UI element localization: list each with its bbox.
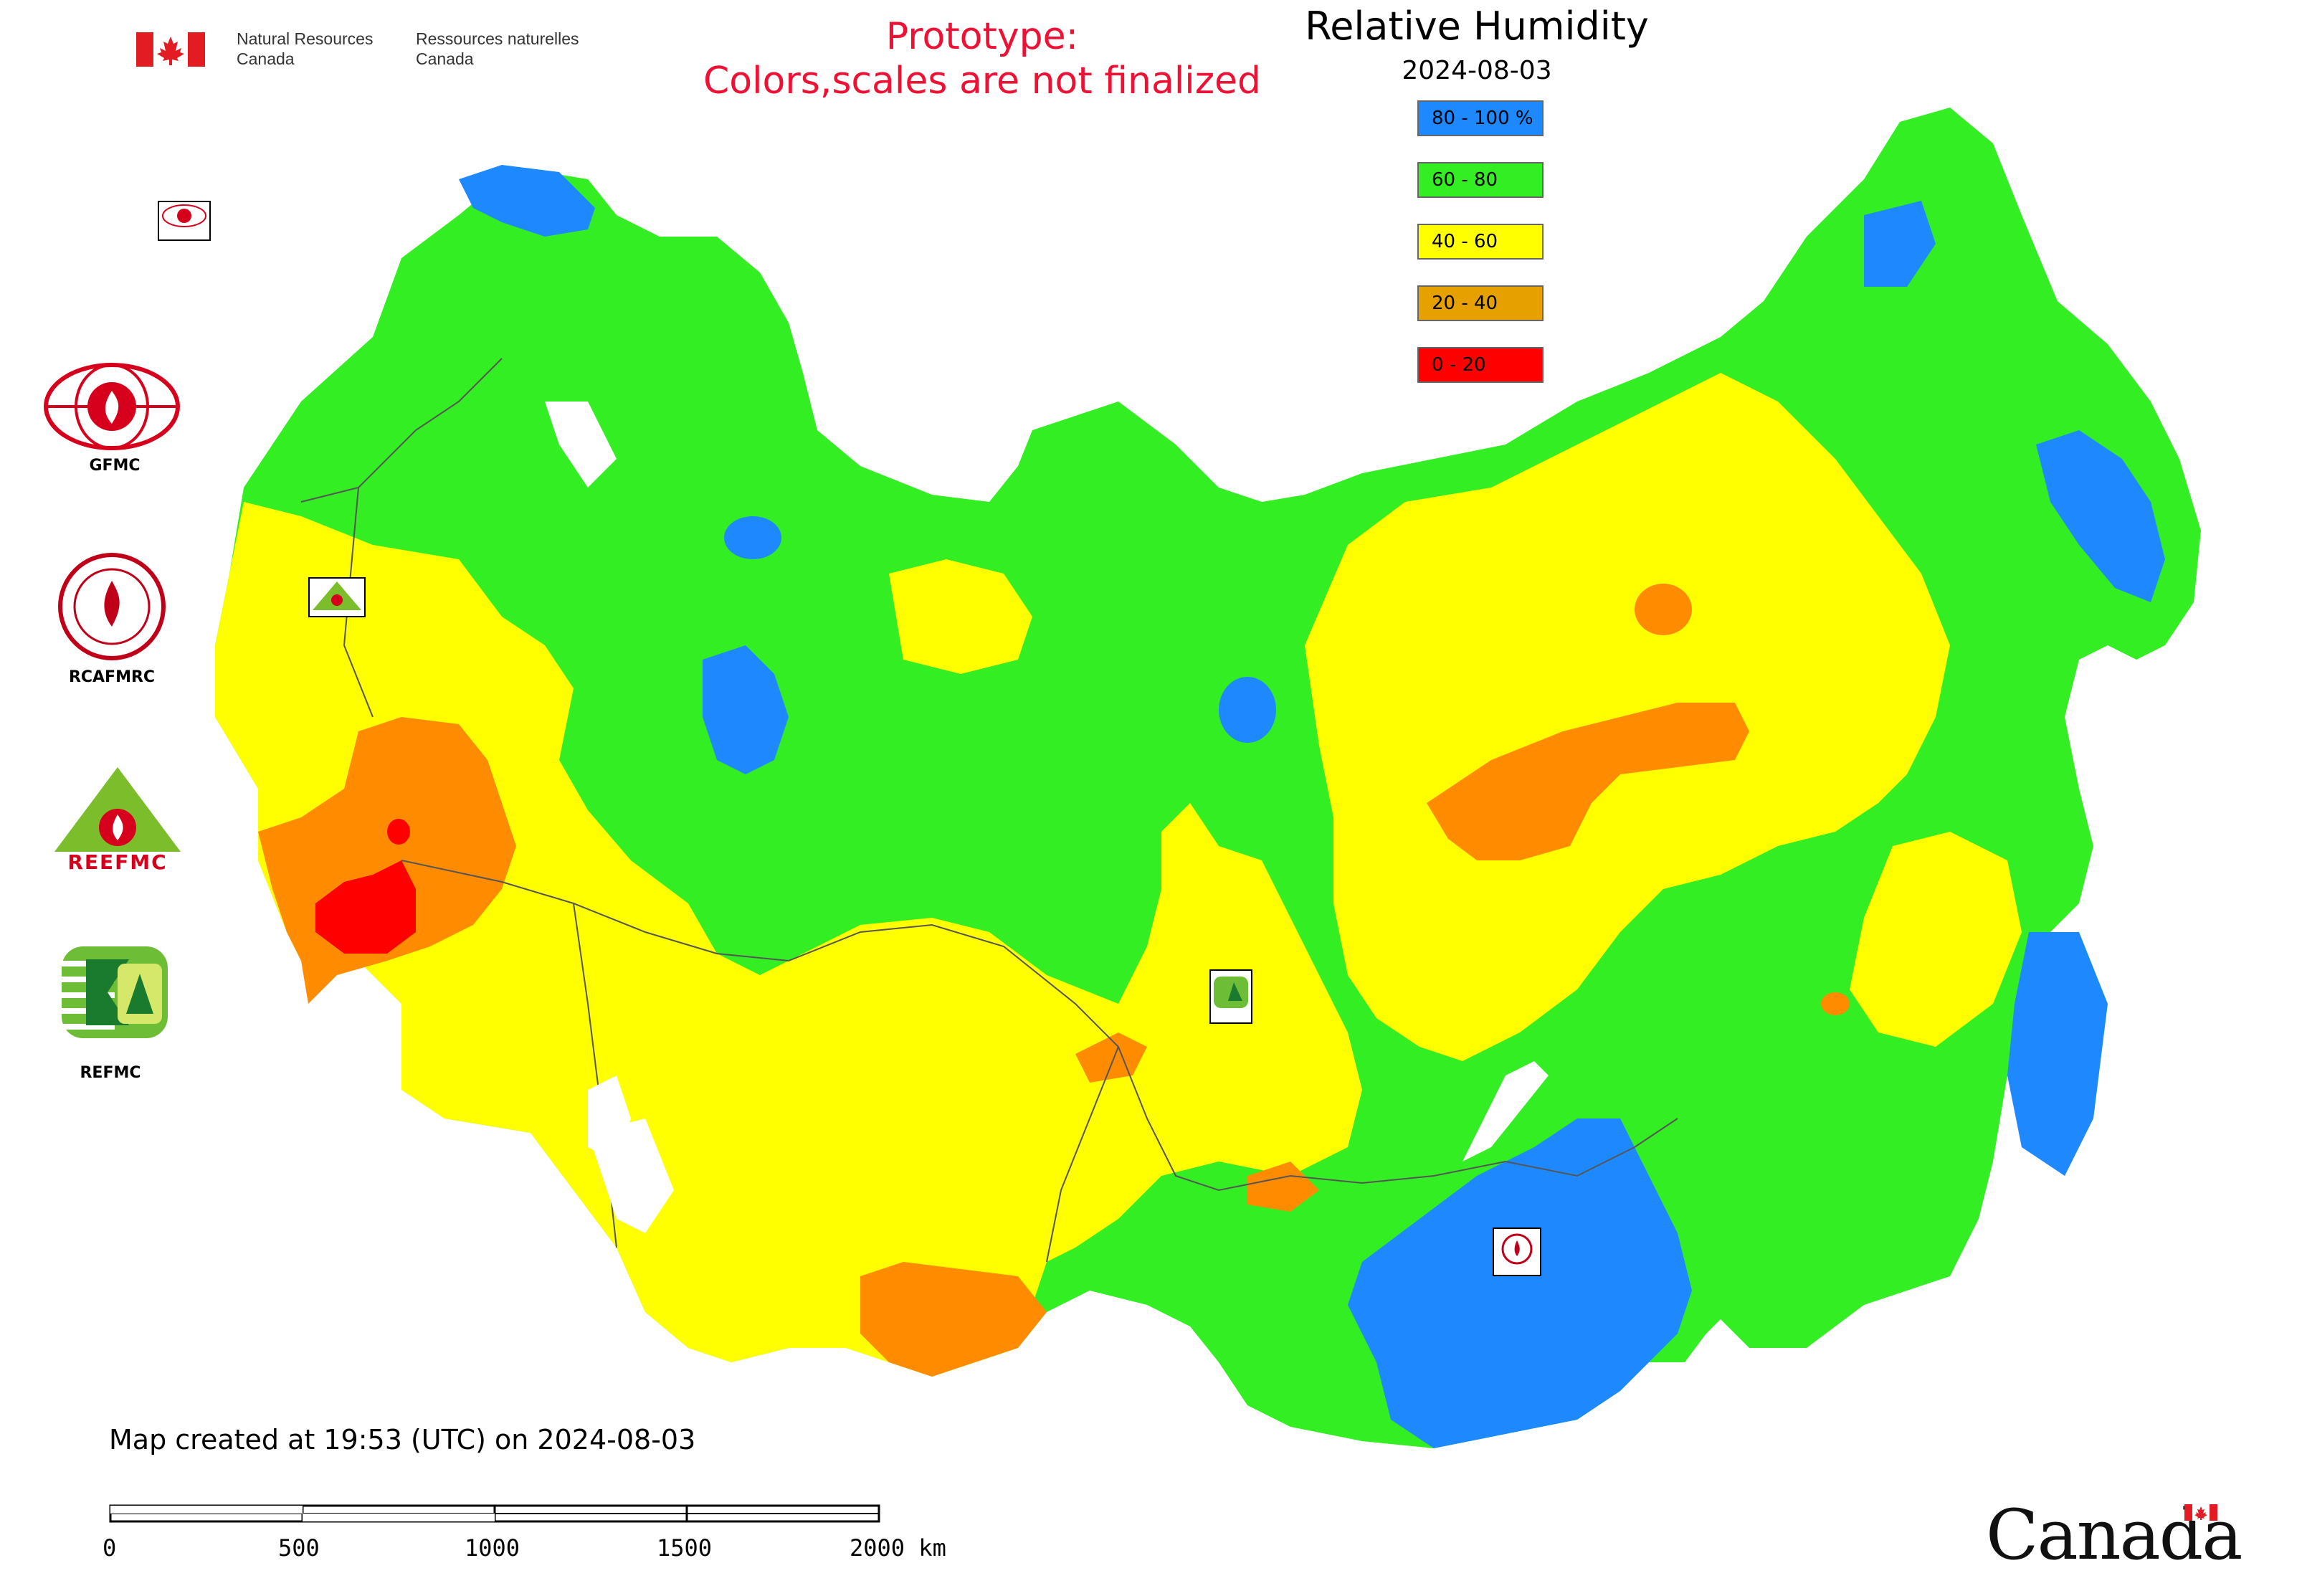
region-orange-yakutia: [1635, 584, 1692, 635]
region-orange-altai: [1247, 1162, 1319, 1212]
country-borders: [300, 358, 1678, 1263]
scale-tick-2000: 2000 km: [850, 1534, 946, 1562]
gfmc-marker-icon: [162, 204, 206, 227]
gfmc-emblem-icon: [44, 363, 180, 450]
prototype-line-2: Colors,scales are not finalized: [703, 60, 1262, 103]
legend-date: 2024-08-03: [1402, 56, 1552, 85]
legend-item: 40 - 60: [1417, 224, 1544, 260]
region-blue-lake: [724, 516, 781, 559]
region-blue-baikal: [1348, 1118, 1692, 1448]
department-name-en: Natural Resources Canada: [237, 29, 374, 68]
rcafmrc-label: RCAFMRC: [68, 668, 156, 686]
department-name-fr: Ressources naturelles Canada: [416, 29, 579, 68]
water-karabogaz: [588, 1118, 674, 1233]
prototype-notice: Prototype: Colors,scales are not finaliz…: [624, 14, 1341, 103]
scale-tick-1500: 1500: [657, 1534, 713, 1562]
legend-item: 80 - 100 %: [1417, 100, 1544, 136]
region-orange-small: [1821, 992, 1850, 1015]
refmc-emblem-icon: [62, 946, 168, 1038]
region-yellow-north: [889, 559, 1032, 674]
reefmc-emblem-icon: [39, 767, 196, 870]
region-blue-sakhalin: [2007, 932, 2108, 1176]
region-yellow-west: [215, 502, 1362, 1377]
reefmc-wordmark: REEFMC: [67, 850, 168, 874]
legend-item: 0 - 20: [1417, 347, 1544, 383]
refmc-logo: REFMC: [57, 942, 201, 1086]
region-blue-northeast: [1864, 201, 1936, 287]
rcafmrc-logo: RCAFMRC: [57, 552, 179, 688]
region-yellow-northeast: [1613, 402, 1936, 645]
gfmc-map-marker: [158, 201, 211, 241]
scale-tick-1000: 1000: [465, 1534, 520, 1562]
refmc-marker-icon: [1214, 977, 1248, 1008]
water-white-sea: [545, 402, 617, 488]
rcafmrc-marker-icon: [1501, 1233, 1533, 1265]
region-blue-central: [703, 645, 789, 774]
reefmc-marker-icon: [313, 581, 361, 610]
legend-item: 20 - 40: [1417, 285, 1544, 321]
legend-item: 60 - 80: [1417, 162, 1544, 198]
region-orange-kazakh: [1075, 1032, 1147, 1083]
scale-tick-0: 0: [103, 1534, 117, 1562]
canada-flag-icon: [136, 32, 205, 67]
scale-tick-500: 500: [278, 1534, 320, 1562]
rcafmrc-emblem-icon: [58, 553, 166, 660]
map-created-note: Map created at 19:53 (UTC) on 2024-08-03: [109, 1424, 696, 1455]
water-baikal: [1462, 1061, 1549, 1162]
legend-title: Relative Humidity: [1305, 4, 1649, 49]
region-blue-kamchatka: [2036, 430, 2165, 602]
wordmark-flag-icon: [2184, 1504, 2217, 1521]
region-red-southwest: [315, 860, 416, 954]
region-blue-yenisei: [1219, 677, 1276, 743]
refmc-map-marker: [1209, 969, 1252, 1024]
scale-bar: [109, 1504, 880, 1523]
government-signature: Natural Resources Canada Ressources natu…: [136, 29, 624, 72]
gfmc-label: GFMC: [89, 457, 141, 475]
region-blue-kola: [459, 165, 595, 237]
region-red-spot: [387, 819, 410, 845]
refmc-label: REFMC: [80, 1064, 141, 1082]
rcafmrc-map-marker: [1493, 1227, 1541, 1276]
region-yellow-fareast: [1850, 832, 2022, 1047]
reefmc-logo: REEFMC: [39, 763, 196, 878]
reefmc-map-marker: [308, 577, 366, 617]
gfmc-logo: GFMC: [43, 362, 186, 484]
region-orange-south: [860, 1262, 1047, 1377]
region-orange-central-east: [1427, 703, 1749, 860]
prototype-line-1: Prototype:: [885, 15, 1079, 58]
